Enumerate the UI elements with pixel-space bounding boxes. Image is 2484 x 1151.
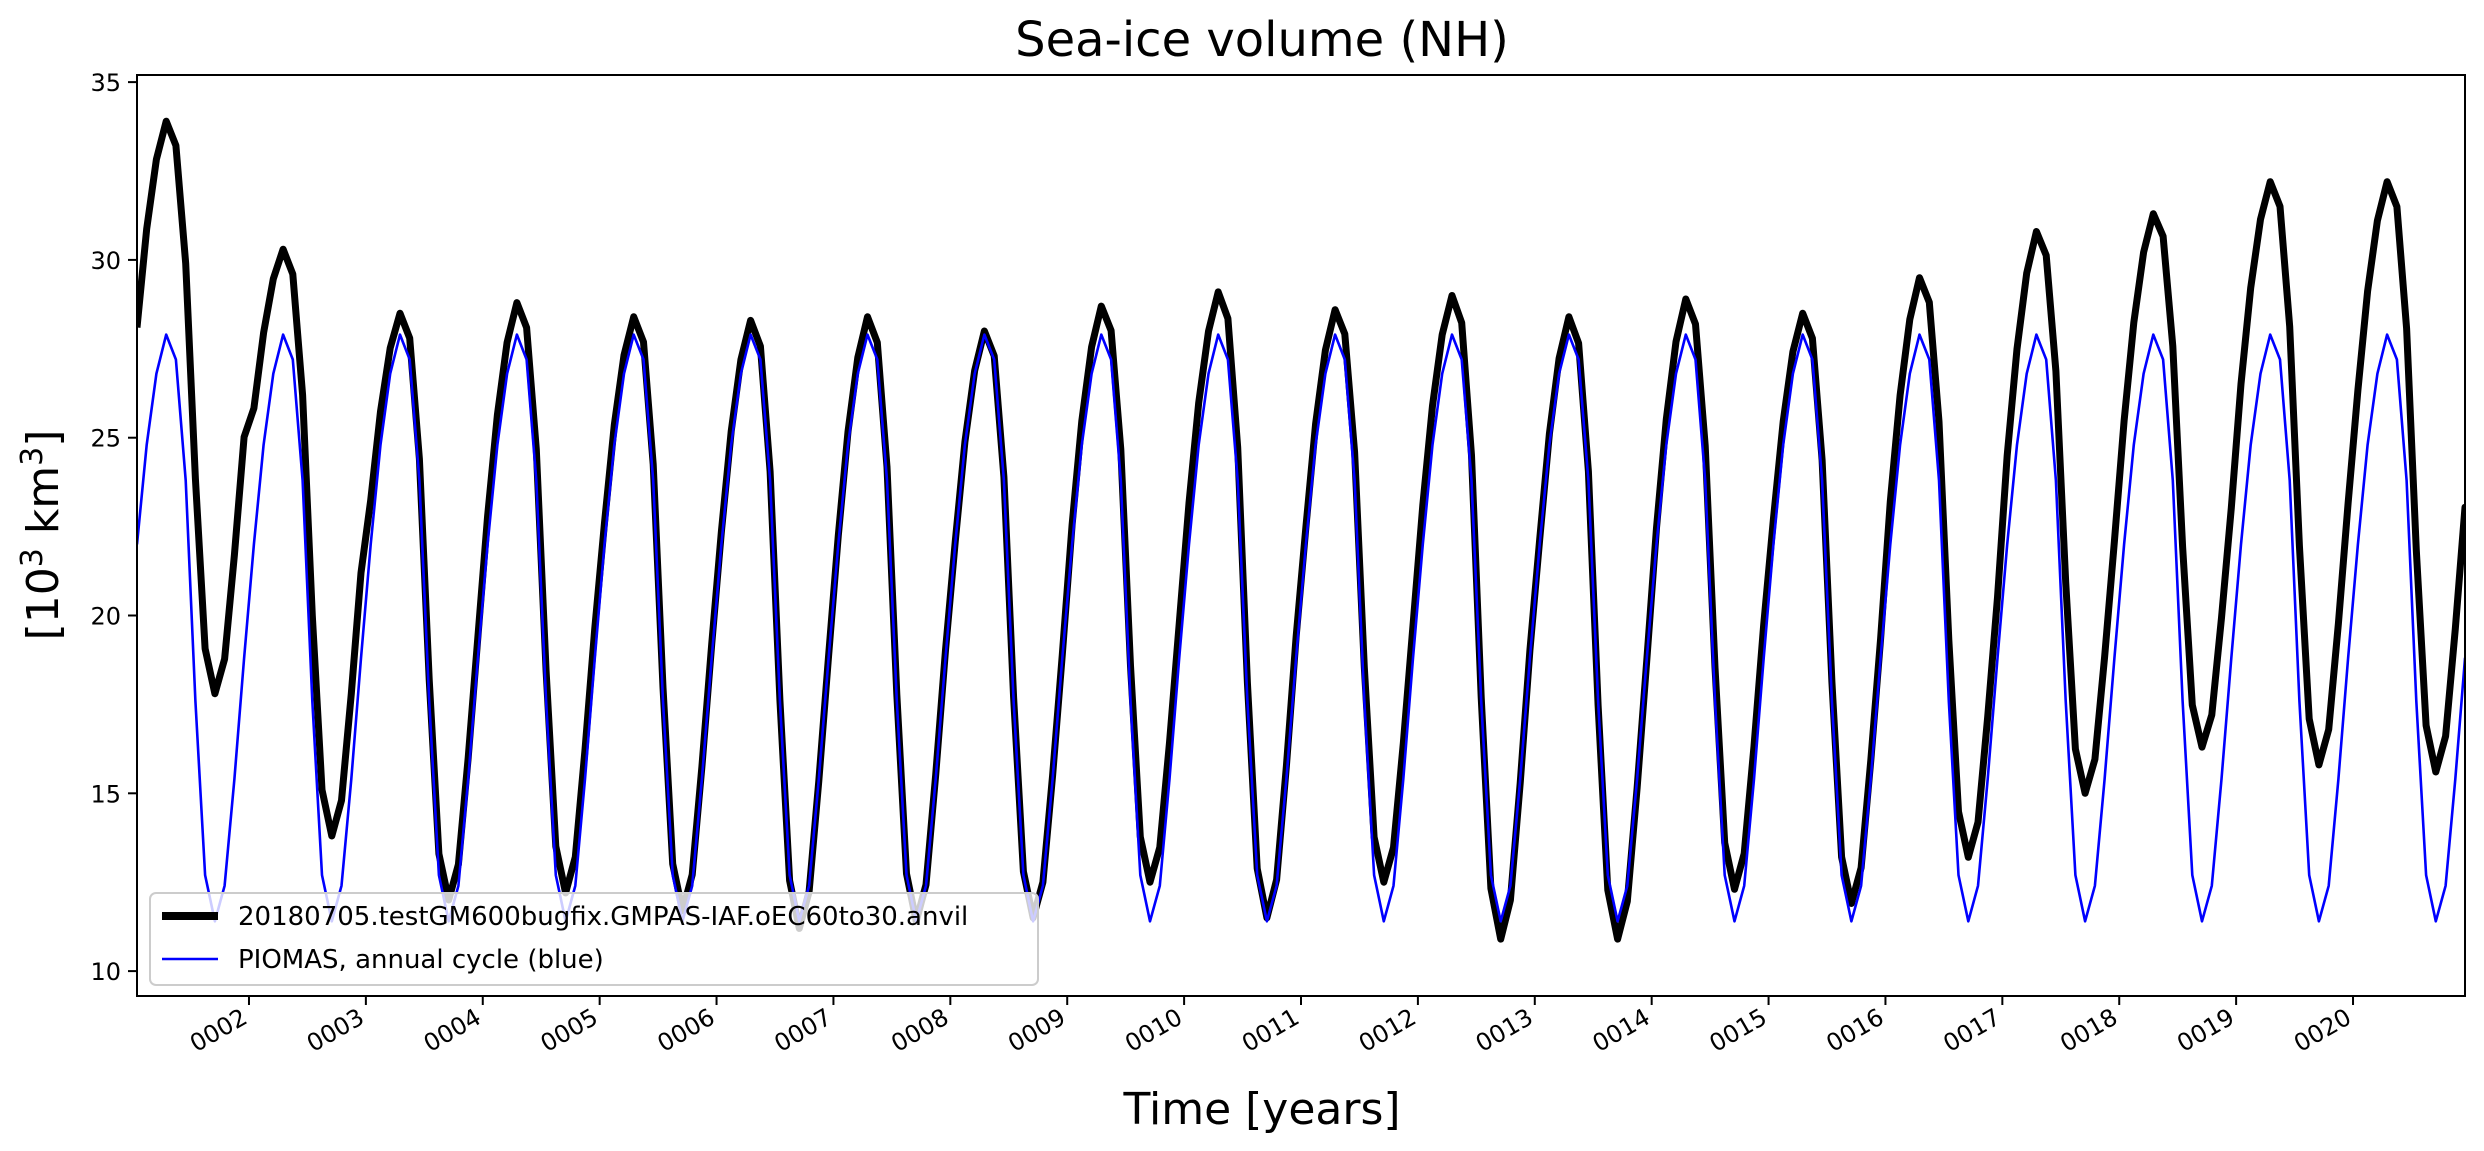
x-tick-label: 0018: [2055, 1003, 2122, 1058]
x-tick-label: 0007: [770, 1003, 837, 1058]
x-tick-label: 0011: [1237, 1003, 1304, 1058]
legend: 20180705.testGM600bugfix.GMPAS-IAF.oEC60…: [149, 892, 1039, 986]
y-tick-label: 15: [90, 780, 121, 808]
y-axis-label-mid: km: [18, 466, 69, 548]
x-tick-label: 0015: [1705, 1003, 1772, 1058]
y-tick-label: 25: [90, 425, 121, 453]
x-axis-label: Time [years]: [1122, 1084, 1400, 1135]
y-axis-label: [103 km3]: [15, 430, 69, 641]
x-tick-label: 0002: [185, 1003, 252, 1058]
x-tick-label: 0010: [1120, 1003, 1187, 1058]
x-tick-label: 0014: [1588, 1003, 1655, 1058]
chart-title: Sea-ice volume (NH): [1015, 12, 1509, 68]
x-tick-label: 0012: [1354, 1003, 1421, 1058]
x-tick-label: 0009: [1003, 1003, 1070, 1058]
y-tick-label: 10: [90, 958, 121, 986]
series-line-model: [137, 117, 2465, 943]
y-tick-label: 20: [90, 603, 121, 631]
x-tick-label: 0016: [1822, 1003, 1889, 1058]
x-tick-label: 0020: [2289, 1003, 2356, 1058]
y-axis: 10 15 20 25 30 35: [90, 69, 137, 986]
x-axis: 0002 0003 0004 0005 0006 0007 0008 0009 0010 0011…: [185, 996, 2356, 1058]
x-tick-label: 0003: [302, 1003, 369, 1058]
x-tick-label: 0005: [536, 1003, 603, 1058]
x-tick-label: 0004: [419, 1003, 486, 1058]
legend-label-model: 20180705.testGM600bugfix.GMPAS-IAF.oEC60…: [238, 902, 968, 932]
x-tick-label: 0019: [2172, 1003, 2239, 1058]
y-axis-label-end: ]: [18, 430, 69, 447]
series-layer: [137, 117, 2465, 943]
y-axis-label-base: [10: [18, 567, 69, 640]
y-axis-label-sup2: 3: [15, 447, 50, 466]
x-tick-label: 0006: [653, 1003, 720, 1058]
x-tick-label: 0017: [1938, 1003, 2005, 1058]
x-tick-label: 0008: [886, 1003, 953, 1058]
x-tick-label: 0013: [1471, 1003, 1538, 1058]
legend-box: [149, 892, 1039, 986]
y-axis-label-sup1: 3: [15, 548, 50, 567]
y-tick-label: 35: [90, 69, 121, 97]
series-line-piomas: [137, 333, 2465, 923]
legend-label-piomas: PIOMAS, annual cycle (blue): [238, 945, 604, 975]
y-tick-label: 30: [90, 247, 121, 275]
